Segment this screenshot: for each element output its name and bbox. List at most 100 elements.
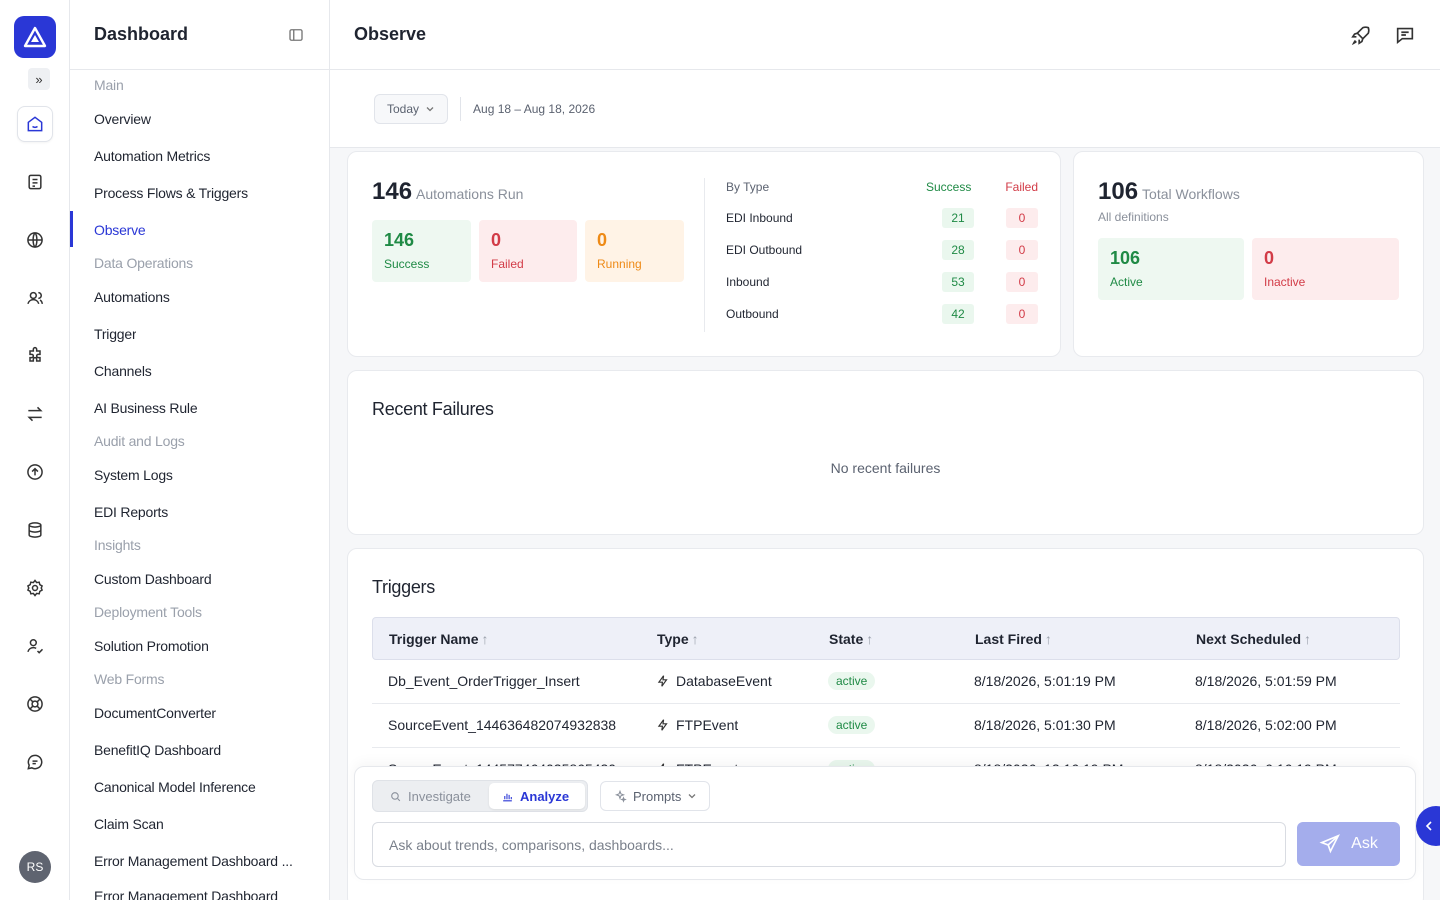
column-header-type[interactable]: Type ↑	[657, 631, 699, 647]
ask-input[interactable]	[372, 822, 1286, 867]
table-row[interactable]: Db_Event_OrderTrigger_Insert DatabaseEve…	[372, 660, 1400, 704]
sidebar-item-automation-metrics[interactable]: Automation Metrics	[94, 148, 211, 164]
success-header: Success	[926, 180, 972, 194]
page-title: Observe	[354, 24, 427, 44]
sidebar-item-claim-scan[interactable]: Claim Scan	[94, 816, 164, 832]
by-type-row: EDI Outbound 28 0	[726, 234, 1038, 266]
failed-header: Failed	[1005, 180, 1038, 194]
avatar[interactable]: RS	[19, 851, 51, 883]
inactive-stat: 0 Inactive	[1252, 238, 1399, 300]
sidebar-item-benefitiq[interactable]: BenefitIQ Dashboard	[94, 742, 221, 758]
recent-failures-card: Recent Failures No recent failures	[347, 370, 1424, 535]
type-success: 53	[942, 272, 974, 292]
user-check-icon[interactable]	[17, 628, 53, 664]
database-icon[interactable]	[17, 512, 53, 548]
workflows-total-label: Total Workflows	[1142, 186, 1240, 202]
analyze-tab[interactable]: Analyze	[489, 783, 585, 809]
double-chevron-right-icon[interactable]: »	[28, 68, 50, 90]
next-scheduled: 8/18/2026, 5:01:59 PM	[1195, 673, 1337, 689]
section-data-operations: Data Operations	[94, 255, 193, 271]
type-failed: 0	[1006, 304, 1038, 324]
sidebar-item-custom-dashboard[interactable]: Custom Dashboard	[94, 571, 212, 587]
sidebar-item-observe[interactable]: Observe	[94, 222, 146, 238]
sidebar-toggle-icon[interactable]	[287, 26, 305, 44]
last-fired: 8/18/2026, 5:01:19 PM	[974, 673, 1116, 689]
app-logo[interactable]	[14, 16, 56, 58]
active-label: Active	[1110, 275, 1143, 289]
type-success: 42	[942, 304, 974, 324]
ask-panel: Investigate Analyze Prompts Ask	[354, 766, 1416, 880]
workflows-card: 106 Total Workflows All definitions 106 …	[1073, 151, 1424, 357]
triggers-title: Triggers	[372, 577, 435, 597]
sidebar-item-overview[interactable]: Overview	[94, 111, 151, 127]
automations-total: 146	[372, 178, 413, 205]
trigger-type: FTPEvent	[656, 717, 738, 733]
date-range[interactable]: Aug 18 – Aug 18, 2026	[473, 101, 596, 116]
send-icon	[1319, 834, 1341, 854]
date-preset-label: Today	[387, 101, 420, 116]
mode-toggle: Investigate Analyze	[372, 780, 588, 812]
failed-label: Failed	[491, 257, 524, 271]
chat-icon[interactable]	[17, 744, 53, 780]
upload-icon[interactable]	[17, 454, 53, 490]
investigate-tab[interactable]: Investigate	[377, 783, 483, 809]
date-preset-dropdown[interactable]: Today	[374, 93, 449, 124]
top-bar: Observe	[330, 0, 1440, 70]
message-icon[interactable]	[1394, 24, 1416, 46]
next-scheduled: 8/18/2026, 5:02:00 PM	[1195, 717, 1337, 733]
sidebar-item-error-mgmt-2[interactable]: Error Management Dashboard	[94, 888, 278, 900]
last-fired: 8/18/2026, 5:01:30 PM	[974, 717, 1116, 733]
column-header-next-scheduled[interactable]: Next Scheduled ↑	[1196, 631, 1312, 647]
gear-icon[interactable]	[17, 570, 53, 606]
sidebar-item-ai-business-rule[interactable]: AI Business Rule	[94, 400, 198, 416]
type-name: Outbound	[726, 307, 779, 321]
type-name: EDI Inbound	[726, 211, 793, 225]
sidebar-item-channels[interactable]: Channels	[94, 363, 152, 379]
puzzle-icon[interactable]	[17, 338, 53, 374]
active-value: 106	[1110, 248, 1141, 268]
column-header-state[interactable]: State ↑	[829, 631, 874, 647]
sidebar-item-trigger[interactable]: Trigger	[94, 326, 137, 342]
home-icon[interactable]	[17, 106, 53, 142]
sidebar: Dashboard Main Overview Automation Metri…	[70, 0, 330, 900]
state-badge: active	[828, 672, 876, 690]
type-name: Inbound	[726, 275, 770, 289]
ask-button[interactable]: Ask	[1297, 822, 1400, 866]
globe-icon[interactable]	[17, 222, 53, 258]
type-name: EDI Outbound	[726, 243, 803, 257]
rocket-icon[interactable]	[1350, 24, 1372, 46]
sidebar-item-solution-promotion[interactable]: Solution Promotion	[94, 638, 209, 654]
column-header-last-fired[interactable]: Last Fired ↑	[975, 631, 1052, 647]
column-header-name[interactable]: Trigger Name ↑	[389, 631, 489, 647]
sidebar-item-edi-reports[interactable]: EDI Reports	[94, 504, 169, 520]
users-icon[interactable]	[17, 280, 53, 316]
sidebar-item-document-converter[interactable]: DocumentConverter	[94, 705, 216, 721]
section-main: Main	[94, 77, 124, 93]
table-row[interactable]: SourceEvent_144636482074932838 FTPEvent …	[372, 704, 1400, 748]
section-deployment: Deployment Tools	[94, 604, 202, 620]
divider	[460, 96, 462, 121]
sidebar-item-automations[interactable]: Automations	[94, 289, 170, 305]
sidebar-item-canonical[interactable]: Canonical Model Inference	[94, 779, 256, 795]
empty-state: No recent failures	[830, 460, 941, 476]
section-web-forms: Web Forms	[94, 671, 165, 687]
trigger-name: SourceEvent_144636482074932838	[388, 717, 617, 733]
sidebar-item-error-mgmt-1[interactable]: Error Management Dashboard ...	[94, 853, 293, 869]
type-success: 21	[942, 208, 974, 228]
lifebuoy-icon[interactable]	[17, 686, 53, 722]
prompts-dropdown[interactable]: Prompts	[600, 781, 711, 811]
document-icon[interactable]	[17, 164, 53, 200]
success-value: 146	[384, 230, 415, 250]
sidebar-item-process-flows[interactable]: Process Flows & Triggers	[94, 185, 248, 201]
by-type-row: Outbound 42 0	[726, 298, 1038, 330]
failed-value: 0	[491, 230, 502, 250]
transfer-icon[interactable]	[17, 396, 53, 432]
logo-mark-icon	[23, 26, 47, 48]
automations-card: 146 Automations Run 146 Success 0 Failed…	[347, 151, 1061, 357]
recent-failures-title: Recent Failures	[372, 399, 494, 419]
divider	[704, 178, 705, 332]
sidebar-item-system-logs[interactable]: System Logs	[94, 467, 173, 483]
active-stat: 106 Active	[1098, 238, 1244, 300]
running-label: Running	[597, 257, 642, 271]
section-audit: Audit and Logs	[94, 433, 185, 449]
